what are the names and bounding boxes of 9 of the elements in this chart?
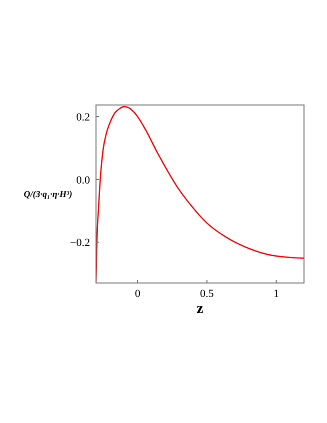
y-tick-label: 0.2 — [76, 112, 90, 124]
y-tick-label: −0.2 — [70, 237, 90, 250]
x-tick-label: 1 — [274, 288, 280, 300]
x-tick-label: 0.5 — [200, 288, 214, 300]
x-tick-label: 0 — [134, 288, 141, 300]
y-axis-title: Q/(3·q₁·η·H³) — [24, 189, 72, 199]
y-tick-label: 0.0 — [76, 174, 90, 186]
x-axis-title: z — [196, 301, 204, 317]
line-series — [96, 106, 304, 283]
